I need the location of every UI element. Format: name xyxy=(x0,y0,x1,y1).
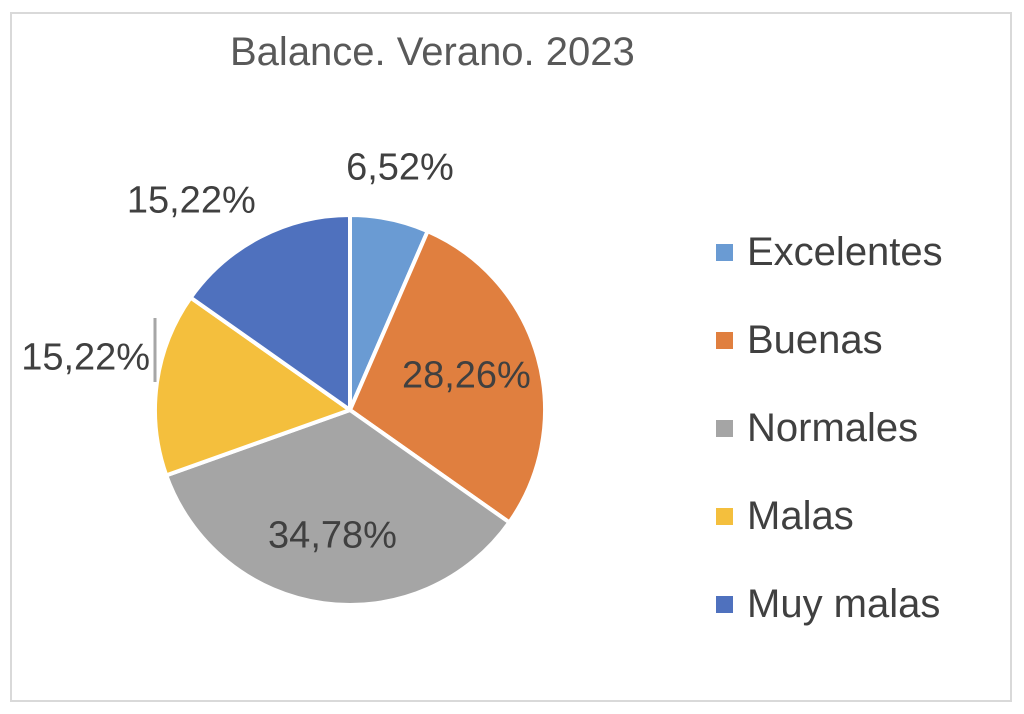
legend-item-excelentes: Excelentes xyxy=(716,208,943,296)
data-label-normales: 34,78% xyxy=(268,515,397,557)
legend: Excelentes Buenas Normales Malas Muy mal… xyxy=(716,208,943,648)
legend-item-muy-malas: Muy malas xyxy=(716,560,943,648)
legend-label: Buenas xyxy=(747,317,883,362)
data-label-buenas: 28,26% xyxy=(402,354,531,396)
legend-label: Excelentes xyxy=(747,229,943,274)
pie-slice-muy-malas xyxy=(188,213,352,412)
pie-slice-malas xyxy=(153,295,352,478)
legend-swatch xyxy=(716,595,733,613)
legend-swatch xyxy=(716,419,733,437)
legend-item-buenas: Buenas xyxy=(716,296,943,384)
data-label-excelentes: 6,52% xyxy=(346,146,454,188)
legend-swatch xyxy=(716,331,733,349)
pie-slice-normales xyxy=(164,408,512,607)
chart-title: Balance. Verano. 2023 xyxy=(230,30,635,74)
data-label-malas: 15,22% xyxy=(21,337,150,379)
legend-label: Malas xyxy=(747,493,854,538)
legend-swatch xyxy=(716,243,733,261)
legend-item-normales: Normales xyxy=(716,384,943,472)
legend-swatch xyxy=(716,507,733,525)
pie-slice-buenas xyxy=(348,229,547,525)
legend-item-malas: Malas xyxy=(716,472,943,560)
data-label-muy-malas: 15,22% xyxy=(127,179,256,221)
legend-label: Normales xyxy=(747,405,919,450)
legend-label: Muy malas xyxy=(747,581,941,626)
